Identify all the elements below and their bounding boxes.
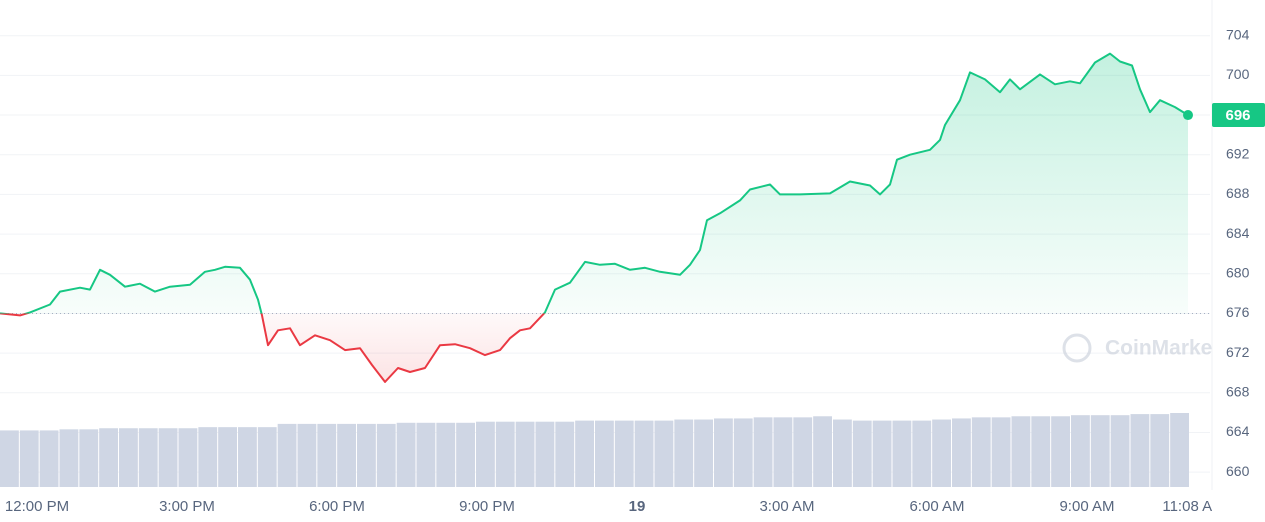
volume-bar (595, 420, 614, 487)
volume-bar (317, 423, 337, 487)
volume-bar (614, 420, 634, 487)
volume-bar (297, 423, 317, 487)
volume-bar (357, 423, 376, 487)
price-area (0, 53, 1188, 382)
y-tick-label: 680 (1226, 264, 1250, 280)
x-tick-label: 3:00 AM (759, 498, 814, 515)
volume-bar (654, 420, 674, 487)
x-tick-label: 12:00 PM (5, 498, 69, 515)
volume-bar (79, 429, 99, 487)
price-line (0, 52, 1189, 383)
volume-bar (1011, 416, 1031, 487)
x-tick-label: 6:00 PM (309, 498, 365, 515)
volume-bar (515, 421, 535, 487)
x-tick-label: 9:00 PM (459, 498, 515, 515)
volume-bar (932, 419, 951, 487)
volume-bar (396, 422, 416, 487)
volume-bar (376, 423, 396, 487)
volume-bar (971, 417, 991, 487)
y-tick-label: 672 (1226, 344, 1250, 360)
volume-bar (1130, 414, 1150, 487)
volume-bar (456, 422, 475, 487)
x-tick-label: 19 (629, 498, 646, 515)
volume-bar (575, 420, 594, 487)
volume-bar (277, 423, 297, 487)
volume-bar (39, 430, 59, 487)
volume-bar (813, 416, 832, 487)
watermark: CoinMarketCap (1062, 333, 1259, 363)
volume-bar (1090, 415, 1110, 487)
volume-bar (634, 420, 654, 487)
volume-bar (476, 421, 495, 487)
volume-bar (892, 420, 912, 487)
volume-bar (436, 422, 456, 487)
volume-bar (238, 427, 257, 487)
volume-bar (119, 428, 138, 487)
volume-bar (733, 418, 753, 487)
volume-bar (0, 430, 19, 487)
volume-bar (218, 427, 237, 487)
volume-bar (833, 419, 852, 487)
volume-bar (158, 428, 178, 487)
y-tick-label: 688 (1226, 185, 1250, 201)
volume-bar (416, 422, 436, 487)
volume-bar (852, 420, 872, 487)
price-badge-label: 696 (1225, 107, 1250, 124)
volume-bar (19, 430, 39, 487)
y-tick-label: 664 (1226, 423, 1250, 439)
y-tick-label: 700 (1226, 66, 1250, 82)
y-tick-label: 676 (1226, 304, 1250, 320)
volume-bar (138, 428, 158, 487)
volume-bar (1031, 416, 1051, 487)
x-axis: 12:00 PM 3:00 PM 6:00 PM 9:00 PM 19 3:00 AM 6:… (5, 498, 1224, 515)
volume-bar (198, 427, 218, 487)
volume-bar (555, 421, 575, 487)
price-badge (1212, 103, 1265, 128)
x-tick-label: 11:08 AM (1162, 498, 1224, 515)
volume-bar (912, 420, 932, 487)
volume-bar (257, 427, 277, 487)
volume-bar (178, 428, 198, 487)
volume-bar (337, 423, 356, 487)
volume-bar (1170, 413, 1189, 487)
volume-bar (59, 429, 79, 487)
x-tick-label: 3:00 PM (159, 498, 215, 515)
volume-bar (952, 418, 971, 487)
volume-bar (991, 417, 1011, 487)
volume-bar (872, 420, 892, 487)
volume-bar (1051, 416, 1070, 487)
y-tick-label: 692 (1226, 145, 1250, 161)
volume-bar (694, 419, 713, 487)
y-tick-label: 668 (1226, 383, 1250, 399)
volume-bar (1110, 415, 1130, 487)
volume-bar (793, 417, 813, 487)
volume-bar (753, 417, 773, 487)
volume-bar (1071, 415, 1090, 487)
watermark-text: CoinMarketCap (1105, 337, 1259, 360)
volume-bar (773, 417, 793, 487)
x-tick-label: 6:00 AM (909, 498, 964, 515)
volume-bar (99, 428, 118, 487)
y-tick-label: 704 (1226, 26, 1250, 42)
volume-bar (535, 421, 555, 487)
x-tick-label: 9:00 AM (1059, 498, 1114, 515)
watermark-logo (1062, 333, 1092, 363)
volume-bar (1150, 414, 1170, 487)
y-tick-label: 660 (1226, 463, 1250, 479)
volume-bar (495, 421, 515, 487)
volume-bar (714, 418, 733, 487)
volume-bar (674, 419, 694, 487)
y-tick-label: 684 (1226, 225, 1250, 241)
last-point (1183, 110, 1193, 121)
